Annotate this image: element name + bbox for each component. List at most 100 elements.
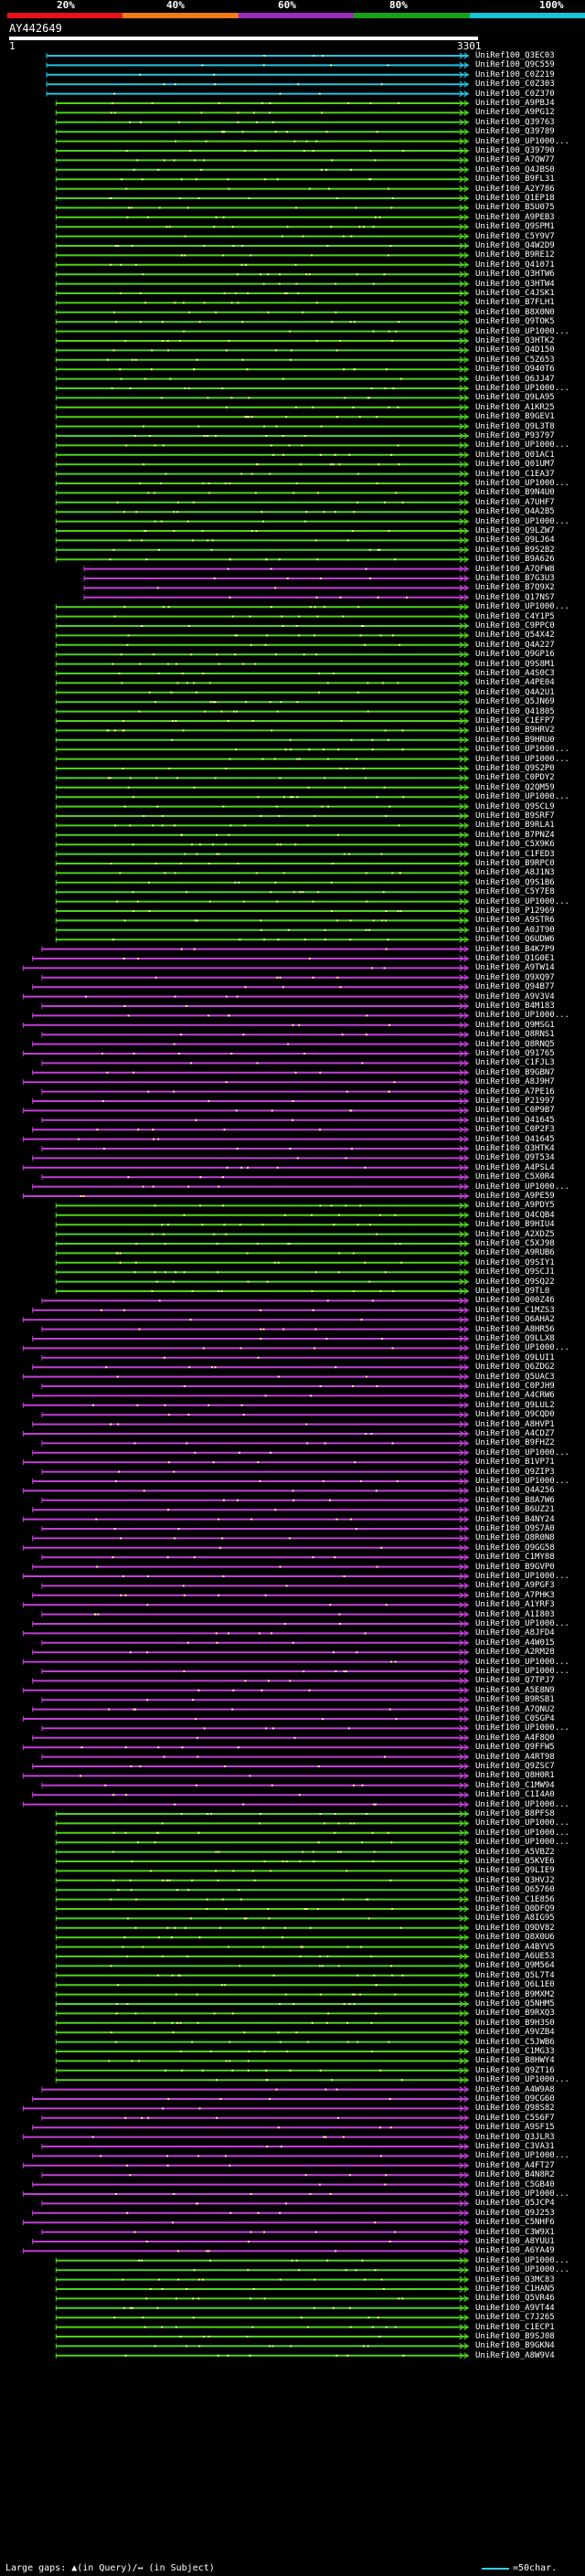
alignment-row[interactable] (32, 2152, 469, 2159)
alignment-row[interactable] (32, 1069, 469, 1076)
alignment-row[interactable] (55, 1877, 469, 1884)
hit-label[interactable]: UniRef100_Q5NHM5 (475, 1999, 555, 2009)
hit-label[interactable]: UniRef100_UP1000... (475, 1011, 569, 1021)
hit-label[interactable]: UniRef100_A9PE59 (475, 1192, 555, 1201)
hit-label[interactable]: UniRef100_Q9T534 (475, 1153, 555, 1163)
hit-label[interactable]: UniRef100_Q2QM59 (475, 782, 555, 792)
hit-label[interactable]: UniRef100_Q9LUL2 (475, 1400, 555, 1410)
hit-label[interactable]: UniRef100_Q5L7T4 (475, 1970, 555, 1980)
alignment-row[interactable] (55, 746, 469, 753)
hit-label[interactable]: UniRef100_C0Z370 (475, 89, 555, 99)
alignment-row[interactable] (55, 299, 469, 306)
alignment-row[interactable] (55, 1905, 469, 1913)
alignment-row[interactable] (83, 575, 469, 582)
alignment-row[interactable] (55, 822, 469, 829)
hit-label[interactable]: UniRef100_Q01AC1 (475, 450, 555, 460)
hit-label[interactable]: UniRef100_A9V3V4 (475, 991, 555, 1002)
hit-label[interactable]: UniRef100_A8J1N3 (475, 868, 555, 878)
hit-label[interactable]: UniRef100_B9SJ08 (475, 2332, 555, 2341)
hit-label[interactable]: UniRef100_B9SRF7 (475, 811, 555, 821)
hit-label[interactable]: UniRef100_C1MZS3 (475, 1305, 555, 1315)
hit-label[interactable]: UniRef100_Q9ZIP3 (475, 1467, 555, 1477)
hit-label[interactable]: UniRef100_A7QW77 (475, 155, 555, 165)
hit-label[interactable]: UniRef100_A4RT98 (475, 1752, 555, 1762)
hit-label[interactable]: UniRef100_Q9SPM1 (475, 222, 555, 232)
hit-label[interactable]: UniRef100_B9HRV2 (475, 726, 555, 736)
alignment-row[interactable] (41, 1611, 469, 1618)
alignment-row[interactable] (32, 1734, 469, 1742)
hit-label[interactable]: UniRef100_Q9LZW7 (475, 526, 555, 535)
alignment-row[interactable] (55, 1288, 469, 1295)
hit-label[interactable]: UniRef100_Q9LIE9 (475, 1866, 555, 1876)
alignment-row[interactable] (55, 1886, 469, 1893)
alignment-row[interactable] (32, 2124, 469, 2131)
hit-label[interactable]: UniRef100_A9SF15 (475, 2123, 555, 2133)
alignment-row[interactable] (41, 1354, 469, 1362)
hit-label[interactable]: UniRef100_B6UZ21 (475, 1505, 555, 1515)
alignment-row[interactable] (22, 1744, 469, 1751)
alignment-row[interactable] (55, 281, 469, 288)
alignment-row[interactable] (41, 1383, 469, 1390)
alignment-row[interactable] (55, 1924, 469, 1932)
alignment-row[interactable] (55, 385, 469, 392)
alignment-row[interactable] (55, 119, 469, 126)
hit-label[interactable]: UniRef100_Q3HTW4 (475, 279, 555, 289)
hit-label[interactable]: UniRef100_Q4A2B5 (475, 507, 555, 517)
hit-label[interactable]: UniRef100_B8PFS8 (475, 1809, 555, 1818)
alignment-row[interactable] (55, 1944, 469, 1951)
alignment-row[interactable] (55, 527, 469, 535)
hit-label[interactable]: UniRef100_C1MG33 (475, 2047, 555, 2056)
hit-label[interactable]: UniRef100_Q17NS7 (475, 592, 555, 602)
alignment-row[interactable] (55, 413, 469, 420)
alignment-row[interactable] (22, 964, 469, 971)
hit-label[interactable]: UniRef100_B8HWY4 (475, 2056, 555, 2066)
hit-label[interactable]: UniRef100_B9RE12 (475, 250, 555, 260)
hit-label[interactable]: UniRef100_A4F8Q0 (475, 1733, 555, 1743)
hit-label[interactable]: UniRef100_UP1000... (475, 1572, 569, 1581)
alignment-row[interactable] (55, 2352, 469, 2359)
alignment-row[interactable] (22, 1801, 469, 1808)
alignment-row[interactable] (55, 689, 469, 696)
hit-label[interactable]: UniRef100_Q9SCL9 (475, 801, 555, 811)
hit-label[interactable]: UniRef100_A4W9A8 (475, 2084, 555, 2094)
hit-label[interactable]: UniRef100_C1EFP7 (475, 716, 555, 726)
alignment-row[interactable] (55, 2067, 469, 2074)
alignment-row[interactable] (55, 1819, 469, 1827)
alignment-row[interactable] (55, 404, 469, 411)
hit-label[interactable]: UniRef100_Q9LUI1 (475, 1352, 555, 1362)
hit-label[interactable]: UniRef100_UP1000... (475, 745, 569, 755)
hit-label[interactable]: UniRef100_Q3JLR3 (475, 2132, 555, 2142)
hit-label[interactable]: UniRef100_Q940T6 (475, 365, 555, 375)
hit-label[interactable]: UniRef100_C5Y7E8 (475, 887, 555, 897)
hit-label[interactable]: UniRef100_B9H3S0 (475, 2018, 555, 2028)
hit-label[interactable]: UniRef100_Q39789 (475, 127, 555, 137)
hit-label[interactable]: UniRef100_A8J9H7 (475, 1077, 555, 1087)
alignment-row[interactable] (55, 1858, 469, 1865)
hit-label[interactable]: UniRef100_Q7TPJ7 (475, 1676, 555, 1686)
alignment-row[interactable] (55, 138, 469, 145)
query-name[interactable]: AY442649 (9, 22, 62, 35)
alignment-row[interactable] (55, 698, 469, 705)
hit-label[interactable]: UniRef100_Q9SIY1 (475, 1257, 555, 1267)
alignment-row[interactable] (32, 1335, 469, 1342)
hit-label[interactable]: UniRef100_Q9DV82 (475, 1923, 555, 1933)
alignment-row[interactable] (55, 2019, 469, 2027)
hit-label[interactable]: UniRef100_B5U075 (475, 203, 555, 213)
alignment-row[interactable] (55, 1934, 469, 1941)
hit-label[interactable]: UniRef100_Q4CQB4 (475, 1210, 555, 1220)
alignment-row[interactable] (32, 1183, 469, 1191)
hit-label[interactable]: UniRef100_Q8X0U6 (475, 1933, 555, 1943)
hit-label[interactable]: UniRef100_A9TW14 (475, 963, 555, 973)
alignment-row[interactable] (41, 1002, 469, 1010)
hit-label[interactable]: UniRef100_Q9SQ22 (475, 1277, 555, 1287)
hit-label[interactable]: UniRef100_B1VP71 (475, 1458, 555, 1468)
hit-label[interactable]: UniRef100_Q0DFQ9 (475, 1904, 555, 1913)
hit-label[interactable]: UniRef100_C3VA31 (475, 2142, 555, 2151)
hit-label[interactable]: UniRef100_A4W015 (475, 1638, 555, 1648)
alignment-row[interactable] (55, 2305, 469, 2312)
hit-label[interactable]: UniRef100_UP1000... (475, 516, 569, 526)
hit-label[interactable]: UniRef100_UP1000... (475, 2189, 569, 2199)
hit-label[interactable]: UniRef100_A8W9V4 (475, 2350, 555, 2360)
alignment-row[interactable] (55, 471, 469, 478)
hit-label[interactable]: UniRef100_B7G3U3 (475, 574, 555, 583)
